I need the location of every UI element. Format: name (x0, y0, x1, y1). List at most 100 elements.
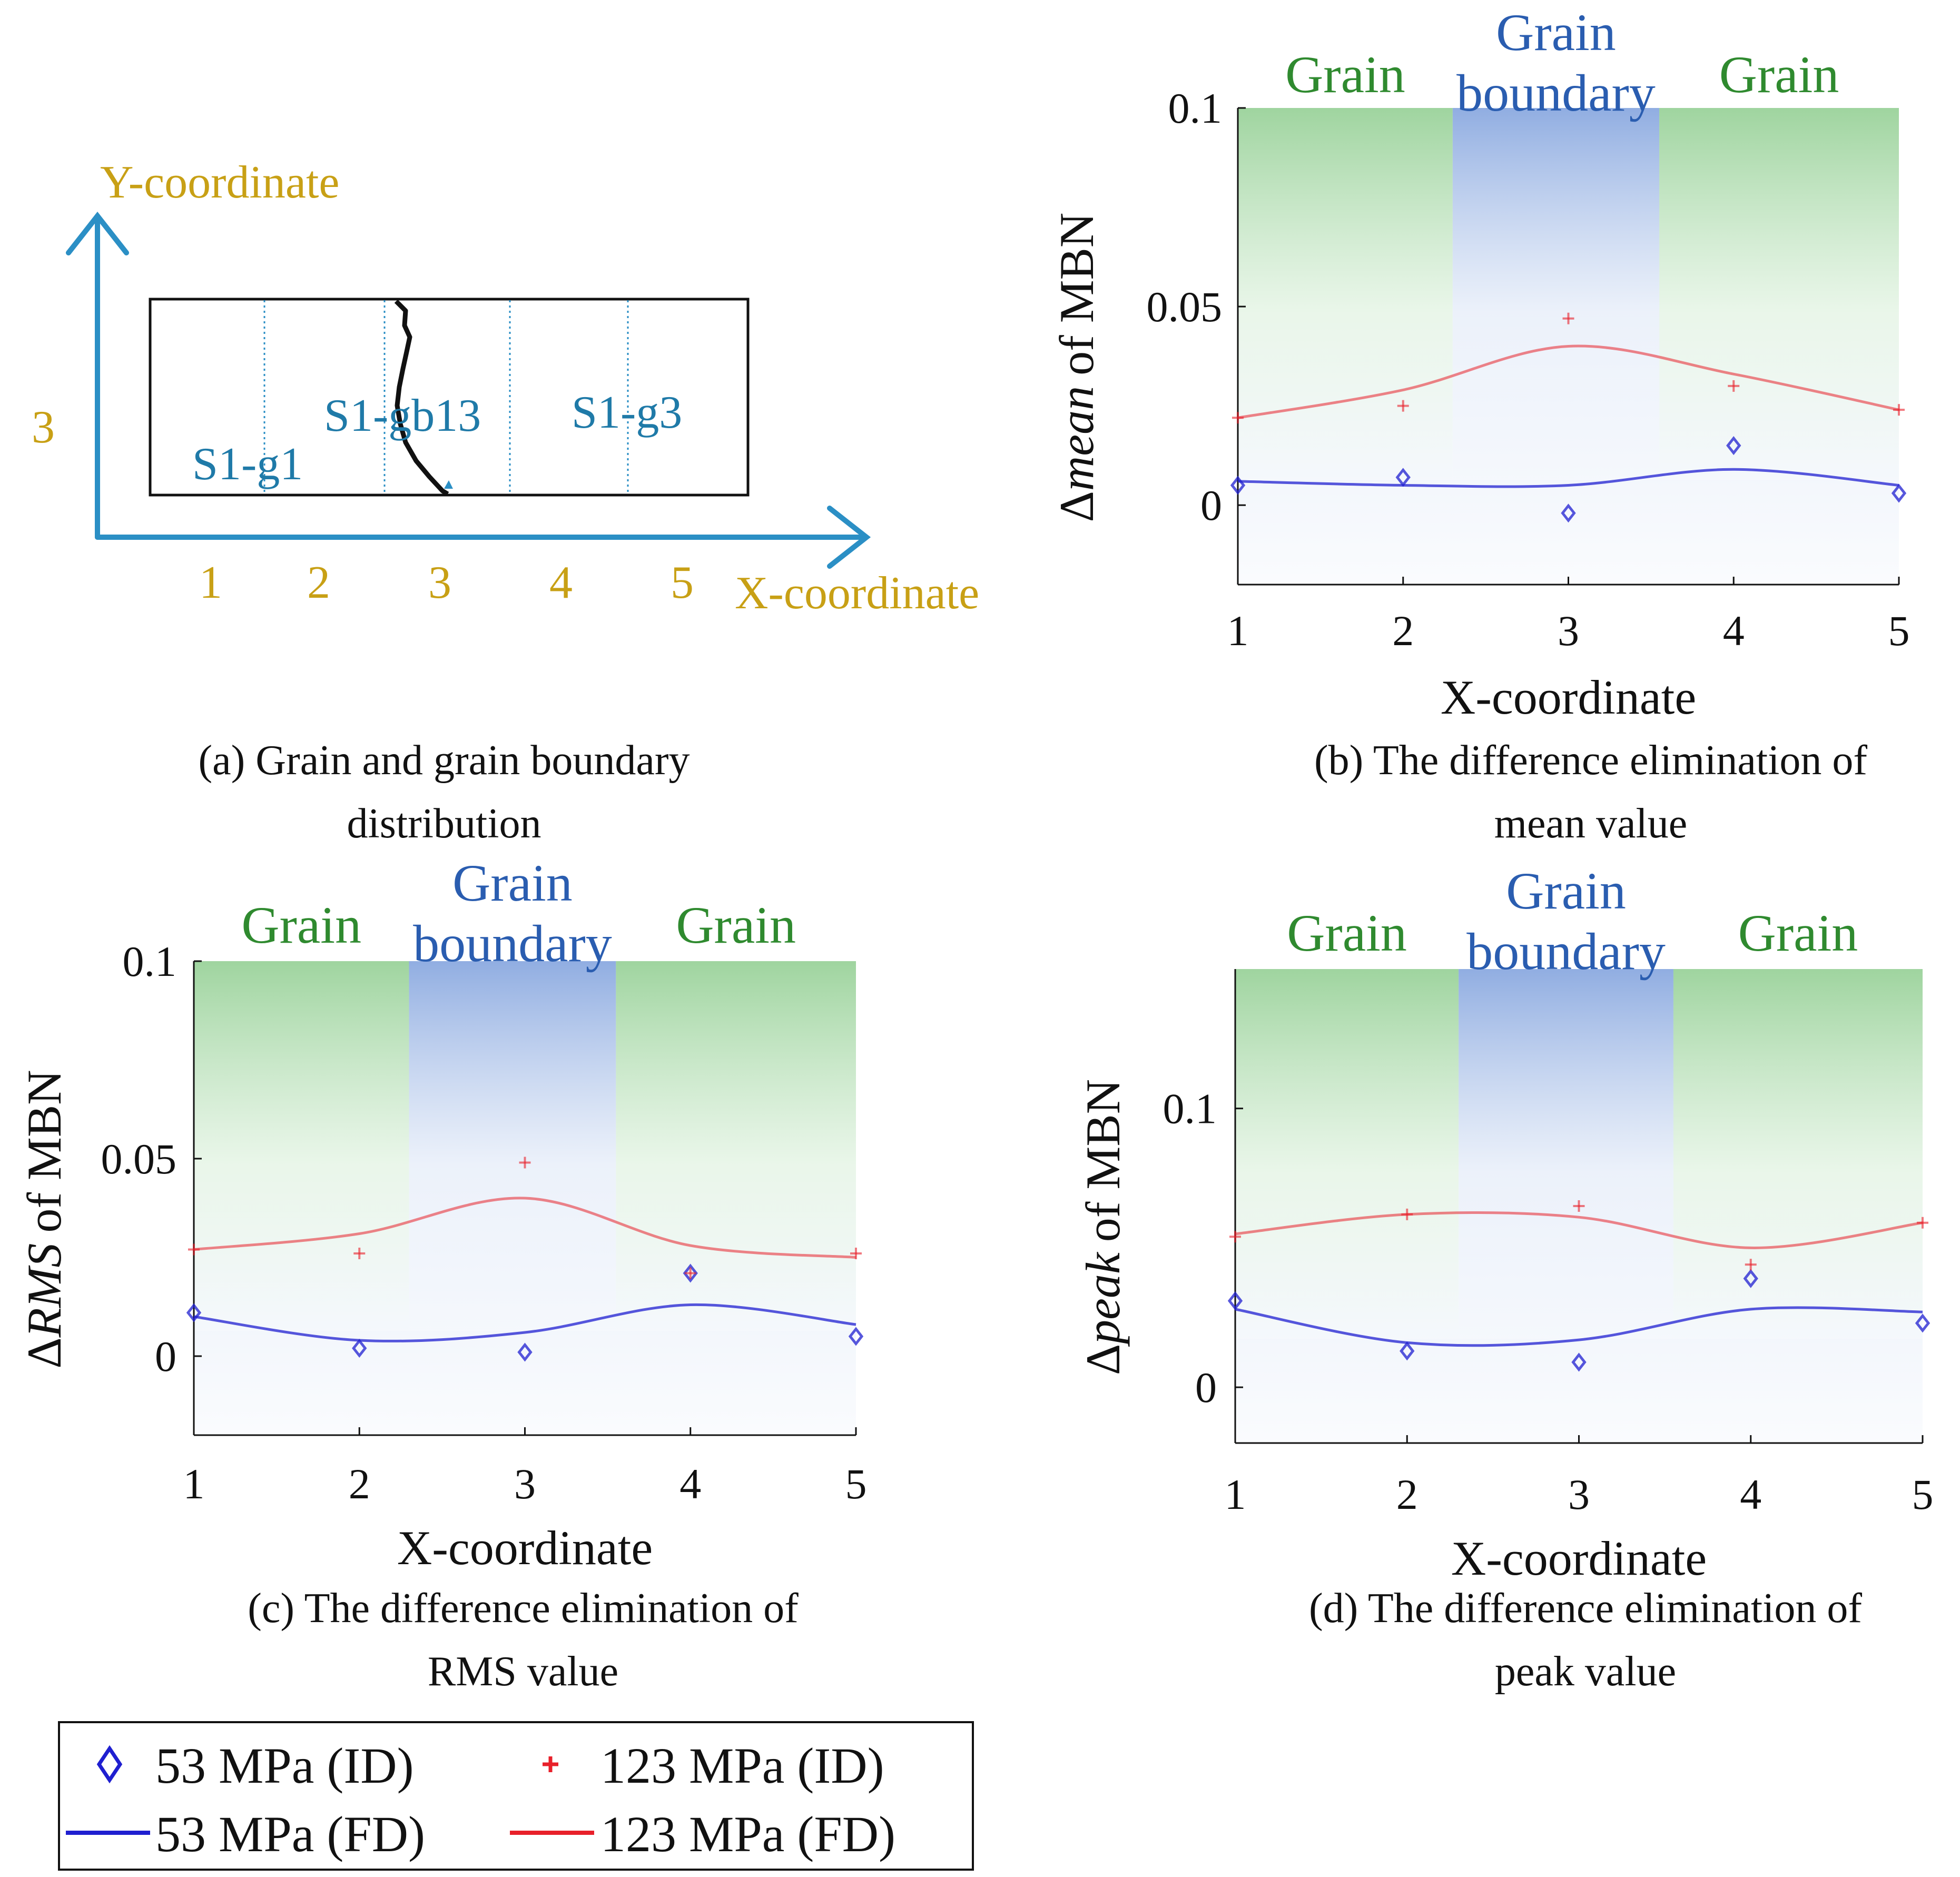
y-axis-title: ΔRMS of MBN (17, 1070, 71, 1368)
y-tick-label-0: 0 (1195, 1364, 1217, 1411)
x-tick-3: 3 (428, 557, 451, 608)
y-axis-title-italic: RMS (17, 1243, 71, 1338)
y-axis-title-suffix: of MBN (1050, 213, 1104, 376)
y-tick-label-2: 0.1 (123, 937, 177, 985)
series-53-id-point (1726, 436, 1741, 456)
x-tick-label-3: 3 (1558, 607, 1579, 655)
x-coordinate-label: X-coordinate (735, 568, 979, 619)
panel-a-axes (66, 211, 871, 569)
boundary-region (1452, 108, 1660, 480)
series-123-id-point (1397, 400, 1409, 412)
series-123-id-point (850, 1248, 862, 1259)
grain-region-left (1238, 108, 1453, 480)
boundary-region (409, 961, 616, 1331)
series-53-id-point (517, 1342, 533, 1362)
series-53-id-point (1915, 1313, 1931, 1333)
series-53-id-point (683, 1263, 698, 1283)
x-tick-5: 5 (671, 557, 694, 608)
legend-diamond-icon (96, 1745, 123, 1784)
region-label-boundary-1: Grain (452, 854, 573, 912)
series-123-id-point (1728, 380, 1740, 392)
x-tick-label-3: 3 (514, 1460, 536, 1508)
caption-c-line2: RMS value (428, 1648, 618, 1695)
y-arrowhead-icon (66, 211, 129, 255)
x-tick-4: 4 (549, 557, 573, 608)
series-123-id-point (684, 1267, 696, 1279)
y-tick-label-1: 0.1 (1163, 1085, 1217, 1133)
series-123-id-point (188, 1243, 200, 1256)
region-label-grain-left: Grain (1287, 904, 1407, 962)
panel-a: Y-coordinate X-coordinate 3 1 2 3 4 5 S1… (32, 157, 979, 847)
series-53-id-point (352, 1338, 367, 1358)
series-123-id-point (1562, 312, 1574, 324)
grain-boundary-crack (394, 299, 449, 496)
grain-region-right (1659, 108, 1899, 480)
caption-b-line2: mean value (1494, 801, 1687, 847)
x-tick-label-5: 5 (1888, 607, 1910, 655)
y-ticks: 0 0.1 (1163, 1085, 1217, 1411)
grain-region-left (1235, 969, 1459, 1339)
series-53-fd-line (1235, 1306, 1923, 1347)
y-axis-title: Δmean of MBN (1050, 213, 1104, 522)
panel-d: Grain Grain boundary Grain 1 2 3 4 5 0 0… (1076, 862, 1934, 1695)
x-tick-1: 1 (199, 557, 222, 608)
crack-tip-marker (444, 480, 453, 489)
region-label-grain-right: Grain (1719, 45, 1839, 104)
grain-region-right (1673, 969, 1923, 1339)
series-53-id-point (1571, 1352, 1587, 1372)
grain-region-left (194, 961, 409, 1331)
legend-label-53-id: 53 MPa (ID) (155, 1737, 414, 1794)
series-53-id-point (1743, 1269, 1758, 1288)
lower-region (1238, 479, 1899, 585)
panel-b: Grain Grain boundary Grain 1 2 3 4 5 0 0… (1050, 3, 1910, 847)
x-tick-label-2: 2 (1396, 1470, 1418, 1518)
data-marks (1230, 312, 1907, 523)
y-ticks: 0 0.05 0.1 (1147, 84, 1223, 529)
region-label-boundary-2: boundary (1456, 64, 1656, 122)
caption-a-line1: (a) Grain and grain boundary (199, 737, 690, 784)
y-axis-title-delta: Δ (1050, 491, 1104, 522)
x-tick-label-4: 4 (1740, 1470, 1761, 1518)
y-tick-label: 3 (32, 402, 55, 453)
x-tick-label-2: 2 (349, 1460, 370, 1508)
x-ticks: 1 2 3 4 5 (1225, 1470, 1934, 1518)
panel-c-regions (194, 961, 856, 1435)
legend-plus-icon (543, 1756, 558, 1772)
region-label-grain-left: Grain (241, 896, 361, 954)
grain-label-s1-g3: S1-g3 (572, 387, 682, 438)
caption-d-line2: peak value (1495, 1648, 1676, 1695)
legend: 53 MPa (ID) 123 MPa (ID) 53 MPa (FD) 123… (58, 1721, 974, 1871)
series-53-id-point (848, 1327, 864, 1346)
series-53-id-point (1395, 468, 1411, 487)
series-123-id-point (353, 1248, 366, 1259)
x-tick-label-5: 5 (845, 1460, 867, 1508)
caption-c-line1: (c) The difference elimination of (248, 1585, 799, 1632)
legend-box (58, 1721, 974, 1871)
specimen-box (149, 298, 750, 497)
data-marks (1227, 1200, 1931, 1372)
series-53-id-point (1230, 476, 1246, 495)
y-axis-title-italic: peak (1076, 1251, 1130, 1347)
y-tick-label-0: 0 (1200, 481, 1222, 529)
x-tick-label-4: 4 (1723, 607, 1745, 655)
region-label-boundary-1: Grain (1506, 862, 1626, 920)
y-axis-title-suffix: of MBN (1076, 1079, 1130, 1242)
grain-region-right (616, 961, 856, 1331)
caption-a-line2: distribution (347, 801, 541, 847)
series-53-fd-line (1237, 468, 1899, 488)
series-53-id-point (1227, 1291, 1243, 1311)
y-axis-title: Δpeak of MBN (1076, 1079, 1130, 1375)
series-53-id-point (1400, 1341, 1415, 1361)
legend-label-123-fd: 123 MPa (FD) (600, 1806, 895, 1862)
y-tick-label-0: 0 (155, 1332, 176, 1380)
series-123-id-point (1745, 1259, 1757, 1271)
x-axis-title: X-coordinate (1451, 1532, 1707, 1585)
x-axis-title: X-coordinate (1441, 670, 1696, 724)
specimen-dividers (263, 300, 629, 494)
legend-label-53-fd: 53 MPa (FD) (155, 1806, 425, 1862)
x-tick-label-1: 1 (1227, 607, 1249, 655)
y-tick-label-2: 0.1 (1168, 84, 1223, 132)
series-53-id-point (1561, 503, 1576, 523)
y-axis-title-suffix: of MBN (17, 1070, 71, 1232)
boundary-region (1459, 969, 1673, 1339)
